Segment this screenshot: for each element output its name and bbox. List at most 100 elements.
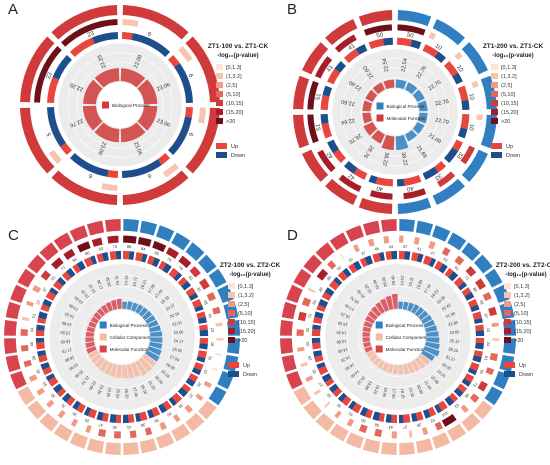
legend-scale-swatch [216,100,223,106]
down-bar [313,350,323,358]
down-bar [343,161,358,174]
term-segment [286,284,303,303]
legend-scale-swatch [216,91,223,97]
count-label: 10 [434,43,443,52]
up-bar [328,280,340,291]
down-bar [49,287,59,296]
legend-title: ZT1-100 vs. ZT1-CK [208,43,269,50]
rich-factor-label: 26.50 [441,362,453,372]
panel-D: D 14.02 37 15.11 41 16.09 47 17.44 53 18.22 61 19.0… [280,219,550,455]
down-bar [461,99,470,110]
category-label: Biological Process [386,323,424,328]
term-segment [20,36,55,103]
term-segment [197,400,217,420]
rich-factor-bar [131,362,141,378]
rich-factor-label: 18.22 [429,288,440,299]
up-bar [327,68,341,85]
rich-factor-label: 19.30 [408,387,415,399]
rich-factor-label: 20.80 [73,369,84,380]
term-segment [399,442,416,455]
count-bar [214,352,223,357]
rich-factor-label: 18.70 [349,295,360,306]
up-bar [69,37,95,57]
count-label: 27 [402,425,408,430]
legend-updown-label: Up [231,144,238,150]
up-bar [184,106,193,118]
count-bar [296,329,304,336]
rich-factor-label: 14.02 [399,274,405,285]
down-bar [472,355,482,363]
legend-updown-swatch [491,152,502,158]
count-bar [327,260,337,270]
rich-factor-bar [137,79,158,105]
count-label: 29 [84,417,91,424]
count-label: 42 [347,172,356,181]
center-disc [97,82,143,128]
term-segment [315,412,335,432]
term-segment [358,10,393,27]
up-bar [457,85,469,102]
count-label: 6 [146,31,152,38]
count-label: 66 [71,256,78,263]
down-bar [168,396,178,407]
term-segment [10,371,27,390]
term-segment [358,197,393,214]
rich-factor-bar [381,134,395,151]
count-label: 72 [307,312,313,318]
count-label: 41 [207,313,213,319]
up-bar [40,304,51,313]
down-bar [185,377,196,387]
down-bar [109,414,117,423]
count-label: 27 [317,381,324,388]
rich-factor-bar [372,82,385,95]
count-label: 10 [467,93,474,101]
count-bar [61,19,118,47]
count-bar [51,257,64,270]
count-bar [358,424,368,434]
count-label: 53 [442,256,449,263]
count-bar [428,240,436,250]
count-bar [460,145,475,165]
down-bar [162,263,172,274]
up-bar [151,406,161,417]
down-bar [56,276,67,287]
down-bar [328,383,339,393]
up-bar [313,316,323,324]
legend-scale-label: (10,15] [226,101,244,107]
grid-ring [70,285,174,389]
term-segment [20,107,55,174]
term-segment [432,18,465,46]
count-label: 60 [360,417,367,424]
term-segment [380,442,397,455]
category-label: Molecular Function [110,347,149,352]
rich-factor-label: 19.05 [435,294,446,305]
up-bar [332,387,343,398]
term-segment [329,423,349,442]
rich-factor-bar [138,307,148,317]
term-segment [380,219,397,232]
legend-scale-swatch [216,82,223,88]
up-bar [337,271,348,282]
count-label: 114 [441,411,450,419]
term-segment [447,232,467,251]
rich-factor-label: 24.17 [173,338,184,344]
term-segment [345,432,364,449]
rich-factor-bar [88,350,99,360]
count-label: 6 [88,171,94,178]
rich-factor-bar [425,325,438,333]
legend-scale-label: >20 [226,119,235,125]
term-segment [86,220,105,236]
up-bar [115,414,122,424]
rich-factor-label: 22.29 [69,81,84,92]
down-bar [121,159,162,178]
rich-factor-label: 15.72 [131,276,138,288]
down-bar [196,356,206,363]
rich-factor-bar [387,364,394,374]
up-bar [341,395,352,407]
legend-scale-swatch [491,100,498,106]
down-bar [312,324,321,330]
legend-subtitle: -log₁₀(p-value) [505,272,546,278]
up-bar [316,304,326,313]
rich-factor-bar [126,364,135,379]
